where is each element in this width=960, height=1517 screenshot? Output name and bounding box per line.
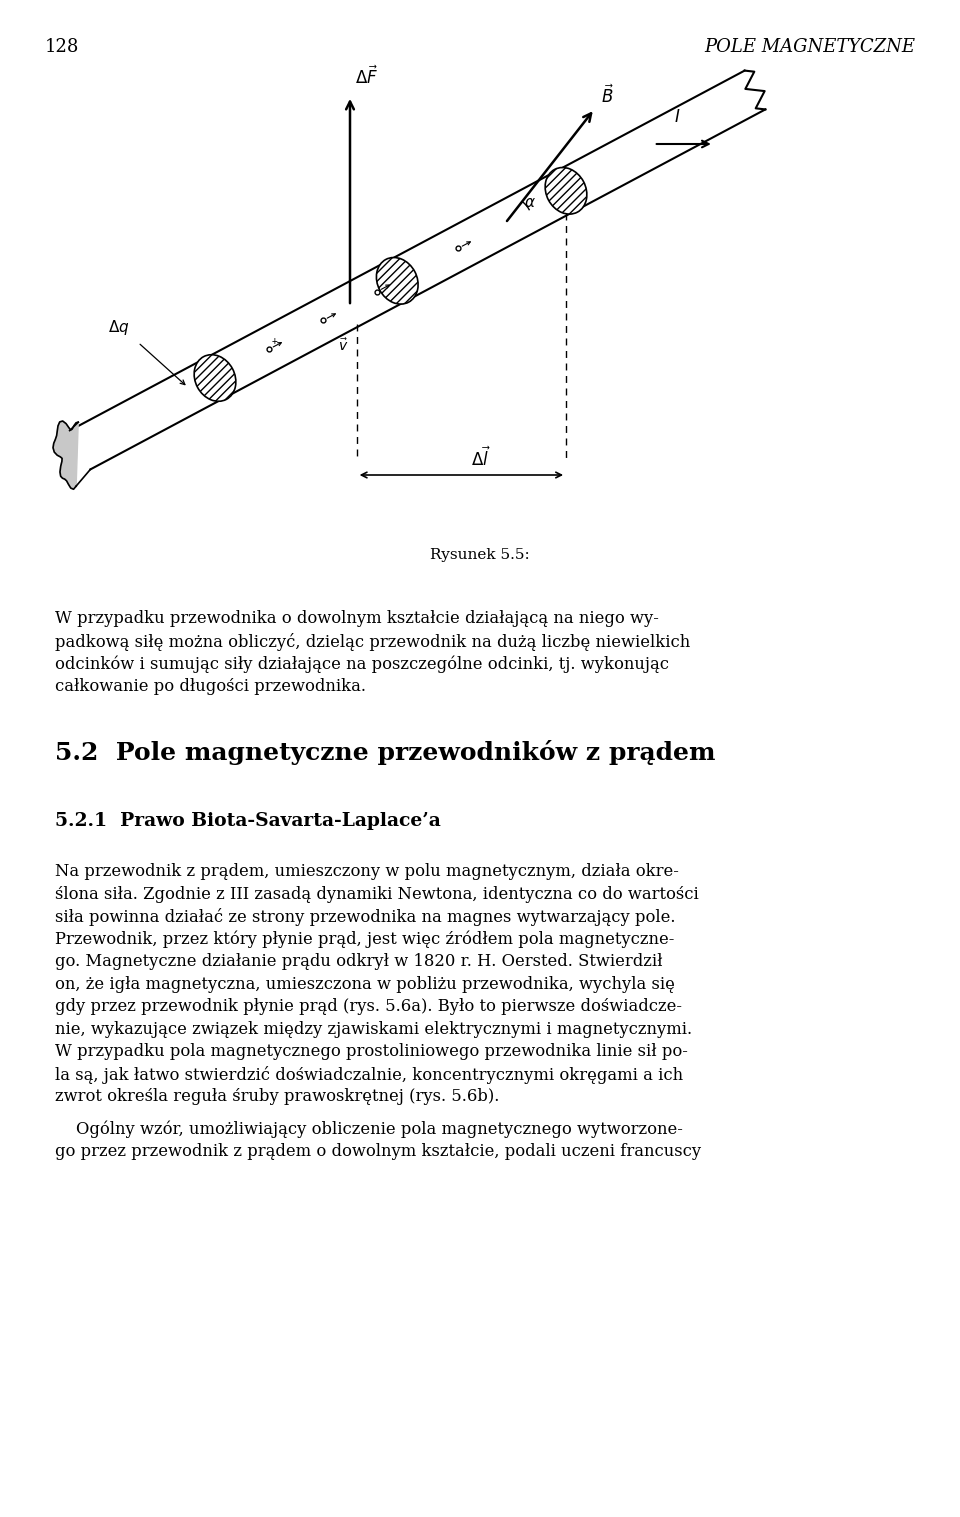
- Text: ślona siła. Zgodnie z III zasadą dynamiki Newtona, identyczna co do wartości: ślona siła. Zgodnie z III zasadą dynamik…: [55, 886, 699, 903]
- Text: on, że igła magnetyczna, umieszczona w pobliżu przewodnika, wychyla się: on, że igła magnetyczna, umieszczona w p…: [55, 975, 675, 992]
- Text: $I$: $I$: [674, 109, 681, 126]
- Ellipse shape: [376, 258, 419, 303]
- Text: $\Delta\vec{F}$: $\Delta\vec{F}$: [355, 65, 378, 88]
- Ellipse shape: [545, 167, 587, 214]
- Ellipse shape: [194, 355, 236, 402]
- Text: POLE MAGNETYCZNE: POLE MAGNETYCZNE: [704, 38, 915, 56]
- Text: 128: 128: [45, 38, 80, 56]
- Text: W przypadku przewodnika o dowolnym kształcie działającą na niego wy-: W przypadku przewodnika o dowolnym kszta…: [55, 610, 659, 627]
- Text: siła powinna działać ze strony przewodnika na magnes wytwarzający pole.: siła powinna działać ze strony przewodni…: [55, 909, 676, 925]
- Text: +: +: [272, 337, 277, 346]
- Text: $\alpha$: $\alpha$: [524, 196, 536, 209]
- Text: Na przewodnik z prądem, umieszczony w polu magnetycznym, działa okre-: Na przewodnik z prądem, umieszczony w po…: [55, 863, 679, 880]
- Text: nie, wykazujące związek między zjawiskami elektrycznymi i magnetycznymi.: nie, wykazujące związek między zjawiskam…: [55, 1021, 692, 1038]
- Text: padkową siłę można obliczyć, dzieląc przewodnik na dużą liczbę niewielkich: padkową siłę można obliczyć, dzieląc prz…: [55, 633, 690, 651]
- Text: zwrot określa reguła śruby prawoskrętnej (rys. 5.6b).: zwrot określa reguła śruby prawoskrętnej…: [55, 1088, 499, 1104]
- Text: Rysunek 5.5:: Rysunek 5.5:: [430, 548, 530, 561]
- Text: Ogólny wzór, umożliwiający obliczenie pola magnetycznego wytworzone-: Ogólny wzór, umożliwiający obliczenie po…: [55, 1120, 683, 1138]
- Text: $\vec{v}$: $\vec{v}$: [338, 338, 348, 355]
- Polygon shape: [53, 422, 78, 490]
- Text: odcinków i sumując siły działające na poszczególne odcinki, tj. wykonując: odcinków i sumując siły działające na po…: [55, 655, 669, 672]
- Text: W przypadku pola magnetycznego prostoliniowego przewodnika linie sił po-: W przypadku pola magnetycznego prostolin…: [55, 1044, 688, 1060]
- Text: $\Delta q$: $\Delta q$: [108, 319, 130, 337]
- Text: $\vec{B}$: $\vec{B}$: [601, 85, 613, 106]
- Text: Przewodnik, przez który płynie prąd, jest więc źródłem pola magnetyczne-: Przewodnik, przez który płynie prąd, jes…: [55, 930, 674, 948]
- Text: la są, jak łatwo stwierdzić doświadczalnie, koncentrycznymi okręgami a ich: la są, jak łatwo stwierdzić doświadczaln…: [55, 1065, 684, 1083]
- Text: $\Delta\vec{l}$: $\Delta\vec{l}$: [471, 446, 492, 470]
- Text: 5.2  Pole magnetyczne przewodników z prądem: 5.2 Pole magnetyczne przewodników z prąd…: [55, 740, 715, 765]
- Text: go. Magnetyczne działanie prądu odkrył w 1820 r. H. Oersted. Stwierdził: go. Magnetyczne działanie prądu odkrył w…: [55, 953, 662, 969]
- Text: całkowanie po długości przewodnika.: całkowanie po długości przewodnika.: [55, 678, 366, 695]
- Polygon shape: [70, 71, 765, 469]
- Text: 5.2.1  Prawo Biota-Savarta-Laplace’a: 5.2.1 Prawo Biota-Savarta-Laplace’a: [55, 812, 441, 830]
- Text: gdy przez przewodnik płynie prąd (rys. 5.6a). Było to pierwsze doświadcze-: gdy przez przewodnik płynie prąd (rys. 5…: [55, 998, 682, 1015]
- Text: go przez przewodnik z prądem o dowolnym kształcie, podali uczeni francuscy: go przez przewodnik z prądem o dowolnym …: [55, 1142, 701, 1159]
